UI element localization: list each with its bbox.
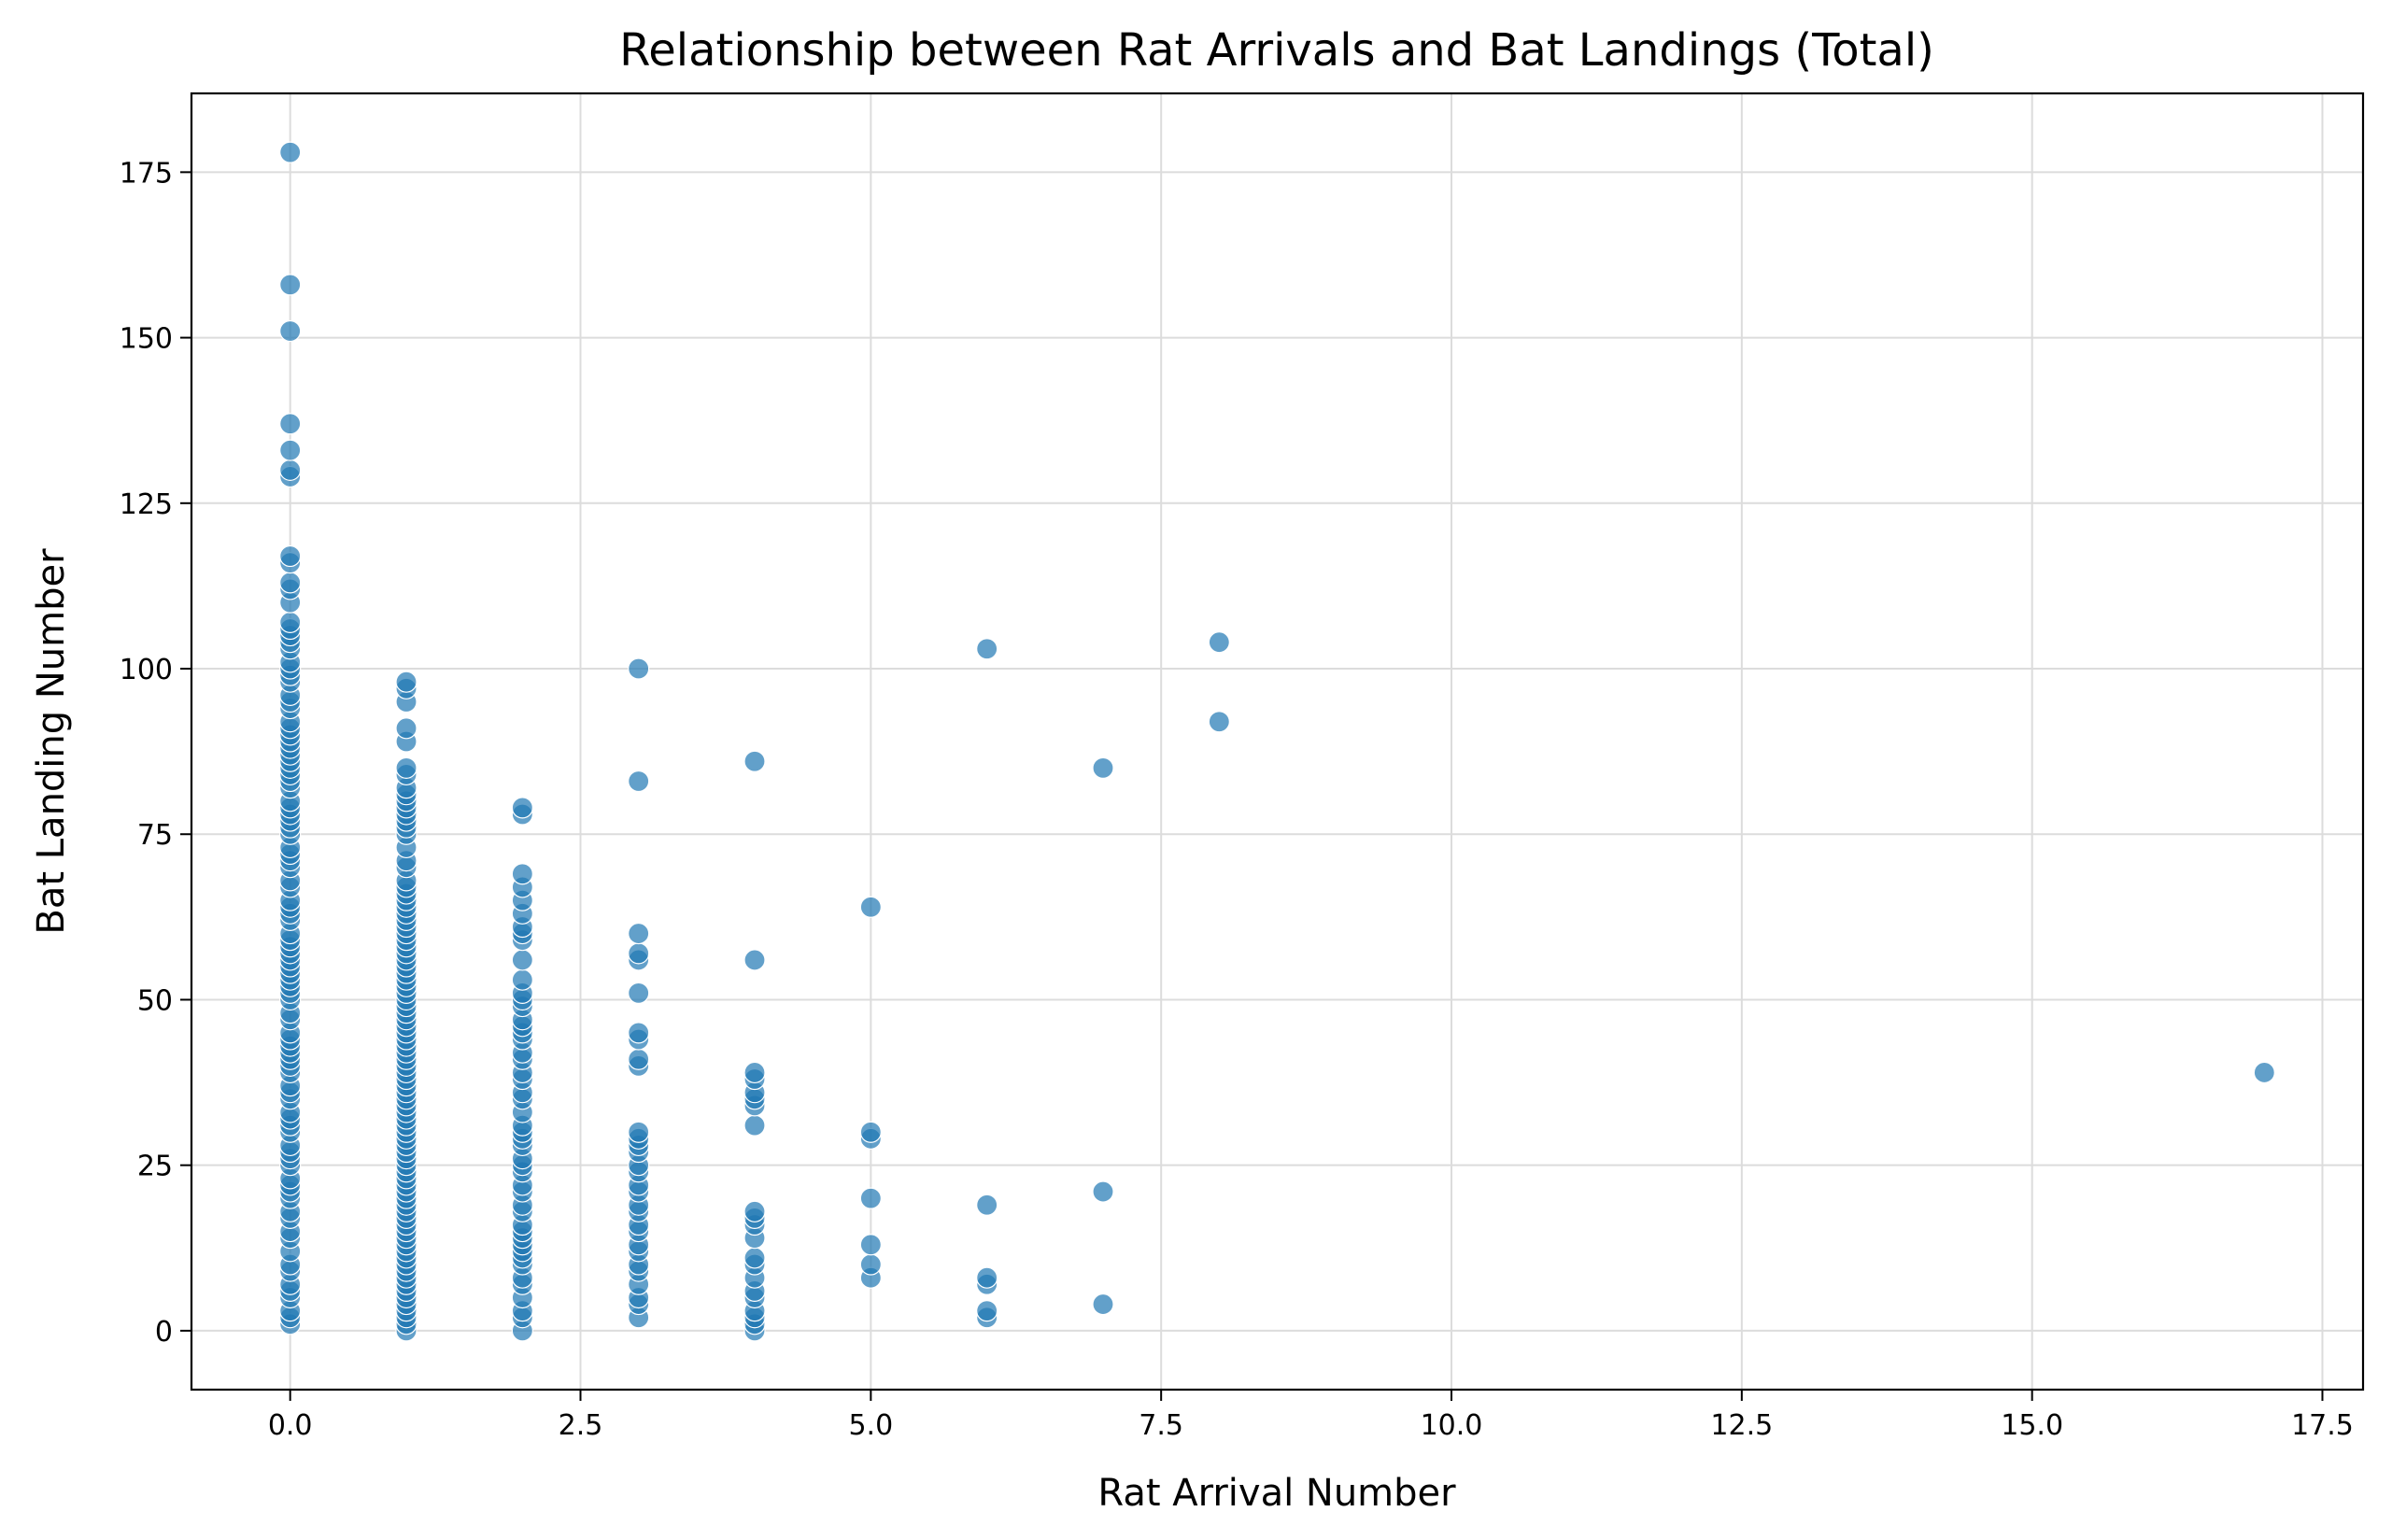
data-point xyxy=(628,770,650,793)
data-point xyxy=(511,949,533,971)
x-tick-label: 0.0 xyxy=(268,1409,313,1442)
data-point xyxy=(628,942,650,965)
plot-area-frame xyxy=(190,92,2365,1392)
data-point xyxy=(1208,711,1230,733)
data-point xyxy=(628,1022,650,1044)
data-point xyxy=(1092,1293,1114,1316)
x-tick-label: 7.5 xyxy=(1139,1409,1183,1442)
data-point xyxy=(279,611,302,634)
data-points xyxy=(279,141,2275,1342)
data-point xyxy=(743,1247,766,1269)
data-point xyxy=(976,1194,998,1216)
data-point xyxy=(628,1048,650,1070)
data-point xyxy=(859,1234,882,1256)
x-tick-label: 2.5 xyxy=(559,1409,603,1442)
data-point xyxy=(2253,1061,2275,1084)
chart-title: Relationship between Rat Arrivals and Ba… xyxy=(619,24,1934,77)
data-point xyxy=(628,982,650,1004)
data-point xyxy=(1092,756,1114,779)
y-tick-label: 50 xyxy=(137,984,173,1017)
data-point xyxy=(395,671,418,693)
data-point xyxy=(859,896,882,918)
data-point xyxy=(976,1266,998,1289)
data-point xyxy=(976,638,998,660)
data-point xyxy=(859,1187,882,1209)
x-tick-label: 12.5 xyxy=(1710,1409,1773,1442)
grid xyxy=(191,93,2363,1390)
data-point xyxy=(279,274,302,296)
data-point xyxy=(628,1121,650,1143)
data-point xyxy=(279,544,302,568)
data-point xyxy=(743,949,766,971)
y-tick-label: 0 xyxy=(155,1316,173,1349)
x-tick-label: 17.5 xyxy=(2291,1409,2354,1442)
x-axis-label: Rat Arrival Number xyxy=(1097,1472,1456,1515)
data-point xyxy=(628,922,650,945)
y-axis-label: Bat Landing Number xyxy=(30,548,73,935)
x-tick-label: 10.0 xyxy=(1421,1409,1483,1442)
axis-ticks: 0.0 2.5 5.0 7.5 10.0 12.5 15.0 17.5 0 25 50 75 100 12… xyxy=(120,157,2354,1442)
data-point xyxy=(279,439,302,461)
data-point xyxy=(743,1200,766,1222)
data-point xyxy=(279,141,302,163)
y-tick-label: 75 xyxy=(137,819,173,852)
x-tick-label: 15.0 xyxy=(2001,1409,2063,1442)
data-point xyxy=(511,968,533,991)
data-point xyxy=(1092,1180,1114,1203)
x-tick-label: 5.0 xyxy=(848,1409,893,1442)
data-point xyxy=(859,1121,882,1143)
y-tick-label: 25 xyxy=(137,1151,173,1183)
y-tick-label: 125 xyxy=(120,488,173,521)
data-point xyxy=(743,750,766,772)
data-point xyxy=(628,657,650,680)
data-point xyxy=(279,459,302,481)
data-point xyxy=(279,319,302,343)
y-tick-label: 100 xyxy=(120,654,173,686)
data-point xyxy=(279,413,302,435)
y-tick-label: 175 xyxy=(120,157,173,190)
data-point xyxy=(976,1300,998,1322)
data-point xyxy=(859,1253,882,1276)
data-point xyxy=(1208,631,1230,654)
data-point xyxy=(395,756,418,779)
data-point xyxy=(511,797,533,819)
y-tick-label: 150 xyxy=(120,323,173,356)
data-point xyxy=(279,572,302,594)
data-point xyxy=(743,1114,766,1137)
data-point xyxy=(511,863,533,885)
data-point xyxy=(743,1061,766,1084)
data-point xyxy=(395,717,418,740)
